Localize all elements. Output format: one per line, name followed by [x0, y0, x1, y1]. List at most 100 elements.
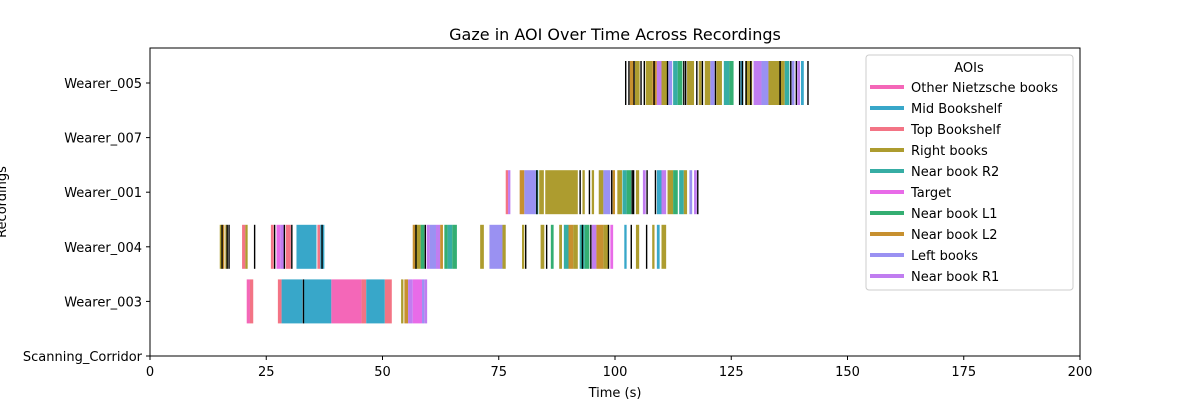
aoi-bar-segment — [219, 224, 222, 269]
black-marker — [226, 224, 228, 269]
black-marker — [590, 224, 592, 269]
legend-label: Near book R1 — [911, 270, 999, 285]
aoi-bar-segment — [612, 170, 615, 215]
x-tick-label: 175 — [951, 365, 976, 380]
aoi-bar-segment — [408, 279, 413, 324]
aoi-bar-segment — [225, 224, 227, 269]
x-axis: 0 25 50 75 100 125 150 175 200 — [146, 356, 1092, 380]
black-marker — [415, 224, 417, 269]
aoi-bar-segment — [401, 279, 404, 324]
aoi-bar-segment — [610, 224, 614, 269]
legend-label: Right books — [911, 144, 988, 159]
aoi-bar-segment — [568, 224, 574, 269]
aoi-bar-segment — [429, 224, 436, 269]
black-marker — [273, 224, 276, 269]
aoi-bar-segment — [668, 61, 673, 105]
aoi-bar-segment — [591, 170, 595, 215]
aoi-bar-segment — [667, 170, 674, 215]
black-marker — [683, 61, 685, 105]
black-marker — [545, 224, 548, 269]
black-marker — [745, 61, 747, 105]
bars-layer — [219, 61, 804, 324]
aoi-bar-segment — [331, 279, 362, 324]
aoi-bar-segment — [361, 279, 367, 324]
black-marker — [790, 61, 792, 105]
legend-label: Mid Bookshelf — [911, 102, 1002, 117]
black-marker — [633, 61, 635, 105]
aoi-bar-segment — [673, 170, 678, 215]
x-tick-label: 25 — [258, 365, 275, 380]
aoi-bar-segment — [723, 61, 730, 105]
aoi-bar-segment — [452, 224, 457, 269]
black-marker — [424, 224, 426, 269]
aoi-bar-segment — [249, 279, 254, 324]
y-tick-label: Wearer_003 — [64, 295, 142, 310]
black-marker — [643, 61, 645, 105]
aoi-bar-segment — [317, 224, 321, 269]
black-marker — [697, 170, 699, 215]
aoi-bar-segment — [550, 224, 554, 269]
black-marker — [611, 170, 613, 215]
aoi-bar-segment — [424, 279, 428, 324]
black-marker — [607, 224, 610, 269]
legend-label: Other Nietzsche books — [911, 81, 1058, 96]
x-tick-label: 75 — [490, 365, 507, 380]
aoi-bar-segment — [677, 61, 683, 105]
aoi-bar-segment — [797, 61, 801, 105]
aoi-bar-segment — [519, 170, 525, 215]
aoi-bar-segment — [384, 279, 392, 324]
aoi-bar-segment — [729, 61, 734, 105]
black-marker — [632, 170, 635, 215]
aoi-bar-segment — [661, 61, 668, 105]
aoi-bar-segment — [404, 279, 409, 324]
aoi-bar-segment — [303, 279, 332, 324]
black-marker — [628, 61, 630, 105]
aoi-bar-segment — [687, 61, 695, 105]
aoi-bar-segment — [683, 170, 688, 215]
aoi-bar-segment — [242, 224, 246, 269]
aoi-bar-segment — [440, 224, 443, 269]
black-marker — [666, 61, 669, 105]
aoi-bar-segment — [584, 224, 590, 269]
black-marker — [525, 224, 527, 269]
black-marker — [579, 170, 581, 215]
aoi-bar-segment — [591, 224, 597, 269]
aoi-bar-segment — [679, 170, 684, 215]
aoi-bar-segment — [745, 61, 753, 105]
legend-frame — [865, 54, 1074, 291]
aoi-bar-segment — [656, 224, 660, 269]
black-marker — [624, 61, 627, 105]
aoi-bar-segment — [629, 61, 634, 105]
aoi-bar-segment — [280, 224, 284, 269]
x-axis-label: Time (s) — [588, 386, 642, 400]
black-marker — [741, 61, 744, 105]
aoi-bar-segment — [508, 170, 511, 215]
aoi-bar-segment — [598, 170, 604, 215]
aoi-bar-segment — [435, 224, 441, 269]
black-marker — [645, 224, 648, 269]
aoi-bar-segment — [635, 224, 640, 269]
y-tick-label: Scanning_Corridor — [23, 350, 143, 365]
aoi-bar-segment — [270, 224, 274, 269]
black-marker — [701, 61, 704, 105]
y-tick-label: Wearer_001 — [64, 186, 142, 201]
aoi-bar-segment — [661, 224, 667, 269]
black-marker — [654, 170, 657, 215]
aoi-bar-segment — [784, 61, 790, 105]
aoi-bar-segment — [502, 224, 506, 269]
legend-label: Near book R2 — [911, 165, 999, 180]
black-marker — [253, 224, 256, 269]
y-tick-label: Wearer_005 — [64, 77, 142, 92]
aoi-bar-segment — [791, 61, 795, 105]
black-marker — [221, 224, 223, 269]
aoi-bar-segment — [617, 170, 622, 215]
y-axis: Scanning_Corridor Wearer_003 Wearer_004 Wea… — [23, 77, 150, 365]
black-marker — [291, 224, 293, 269]
black-marker — [283, 224, 286, 269]
aoi-bar-segment — [582, 170, 585, 215]
aoi-bar-segment — [412, 279, 423, 324]
black-marker — [581, 224, 584, 269]
aoi-bar-segment — [563, 224, 569, 269]
legend-title: AOIs — [954, 61, 984, 76]
black-marker — [321, 224, 323, 269]
